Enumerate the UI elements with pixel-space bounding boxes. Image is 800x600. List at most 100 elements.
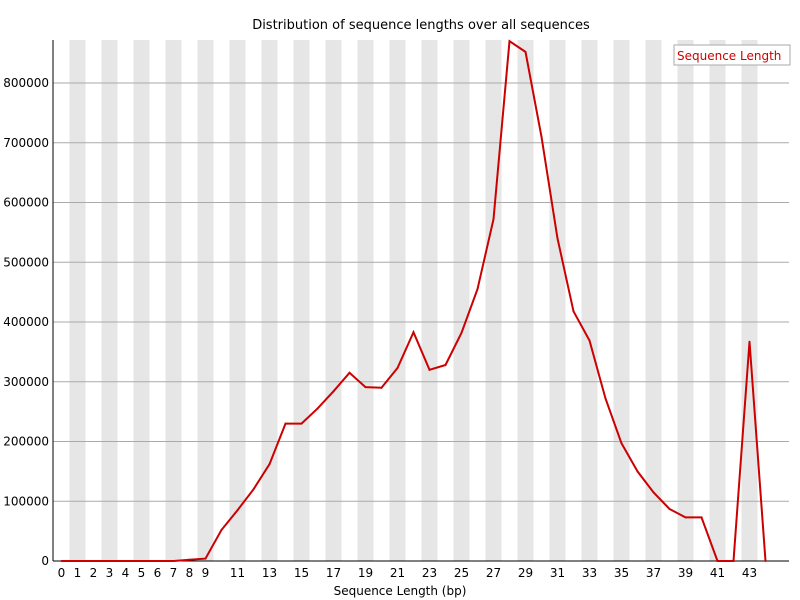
data-point <box>412 331 415 334</box>
data-point <box>76 560 79 562</box>
data-point <box>316 407 319 410</box>
background-band <box>165 40 182 561</box>
x-axis-ticks: 0 1 2 3 4 5 6 7 8 9 11 13 15 17 19 21 23 25 27 29 31 33 35 37 39… <box>58 566 757 580</box>
background-band <box>677 40 694 561</box>
data-point <box>60 560 63 562</box>
background-band <box>709 40 726 561</box>
background-band <box>453 40 470 561</box>
data-point <box>460 331 463 334</box>
x-tick-label: 8 <box>186 566 194 580</box>
data-point <box>540 135 543 138</box>
data-point <box>252 488 255 491</box>
y-axis-ticks: 0 100000 200000 300000 400000 500000 600000 700… <box>3 76 49 568</box>
x-tick-label: 3 <box>106 566 114 580</box>
y-tick-label: 300000 <box>3 375 49 389</box>
background-band <box>69 40 86 561</box>
data-point <box>156 560 159 562</box>
x-tick-label: 23 <box>422 566 437 580</box>
x-tick-label: 41 <box>710 566 725 580</box>
x-tick-label: 25 <box>454 566 469 580</box>
background-band <box>357 40 374 561</box>
background-band <box>229 40 246 561</box>
x-tick-label: 9 <box>202 566 210 580</box>
x-tick-label: 7 <box>170 566 178 580</box>
y-tick-label: 600000 <box>3 196 49 210</box>
background-band <box>549 40 566 561</box>
legend-box <box>673 44 791 66</box>
background-band <box>325 40 342 561</box>
data-point <box>396 367 399 370</box>
legend: Sequence Length <box>673 44 791 66</box>
data-point <box>764 560 767 562</box>
data-point <box>284 422 287 425</box>
x-tick-label: 39 <box>678 566 693 580</box>
data-point <box>140 560 143 562</box>
series-layer <box>60 39 767 562</box>
x-tick-label: 13 <box>262 566 277 580</box>
data-point <box>508 40 511 43</box>
y-tick-label: 0 <box>41 554 49 568</box>
x-tick-label: 37 <box>646 566 661 580</box>
data-point <box>700 516 703 519</box>
data-point <box>236 509 239 512</box>
legend-label-sequence-length: Sequence Length <box>677 49 781 63</box>
x-tick-label: 6 <box>154 566 162 580</box>
x-tick-label: 5 <box>138 566 146 580</box>
background-band <box>197 40 214 561</box>
data-point <box>188 558 191 561</box>
x-tick-label: 4 <box>122 566 130 580</box>
background-band <box>485 40 502 561</box>
background-band <box>421 40 438 561</box>
x-tick-label: 19 <box>358 566 373 580</box>
data-point <box>732 560 735 562</box>
data-point <box>364 386 367 389</box>
horizontal-gridlines <box>53 82 789 502</box>
x-tick-label: 1 <box>74 566 82 580</box>
data-point <box>380 386 383 389</box>
data-point <box>428 368 431 371</box>
data-point <box>748 340 751 343</box>
x-tick-label: 17 <box>326 566 341 580</box>
x-tick-label: 33 <box>582 566 597 580</box>
y-tick-label: 700000 <box>3 136 49 150</box>
y-tick-label: 200000 <box>3 435 49 449</box>
data-point <box>524 50 527 53</box>
data-point <box>92 560 95 562</box>
data-point <box>652 491 655 494</box>
data-point <box>444 364 447 367</box>
background-band <box>741 40 758 561</box>
background-band <box>581 40 598 561</box>
background-band <box>389 40 406 561</box>
y-tick-label: 400000 <box>3 315 49 329</box>
data-point <box>716 560 719 562</box>
background-band <box>517 40 534 561</box>
background-band <box>133 40 150 561</box>
data-point <box>332 390 335 393</box>
y-tick-label: 800000 <box>3 76 49 90</box>
x-tick-label: 11 <box>230 566 245 580</box>
data-point <box>348 371 351 374</box>
data-point <box>556 237 559 240</box>
x-tick-label: 43 <box>742 566 757 580</box>
x-tick-label: 31 <box>550 566 565 580</box>
background-band <box>293 40 310 561</box>
background-band <box>613 40 630 561</box>
x-tick-label: 2 <box>90 566 98 580</box>
background-band <box>645 40 662 561</box>
x-tick-label: 15 <box>294 566 309 580</box>
data-point <box>220 528 223 531</box>
x-tick-label: 35 <box>614 566 629 580</box>
data-point <box>268 463 271 466</box>
data-point <box>124 560 127 562</box>
data-point <box>604 397 607 400</box>
y-tick-label: 500000 <box>3 255 49 269</box>
data-point <box>476 288 479 291</box>
data-point <box>588 339 591 342</box>
background-band <box>261 40 278 561</box>
chart-title: Distribution of sequence lengths over al… <box>252 18 590 33</box>
x-tick-label: 0 <box>58 566 66 580</box>
data-point <box>172 560 175 562</box>
data-point <box>620 442 623 445</box>
x-axis-label: Sequence Length (bp) <box>334 584 467 598</box>
